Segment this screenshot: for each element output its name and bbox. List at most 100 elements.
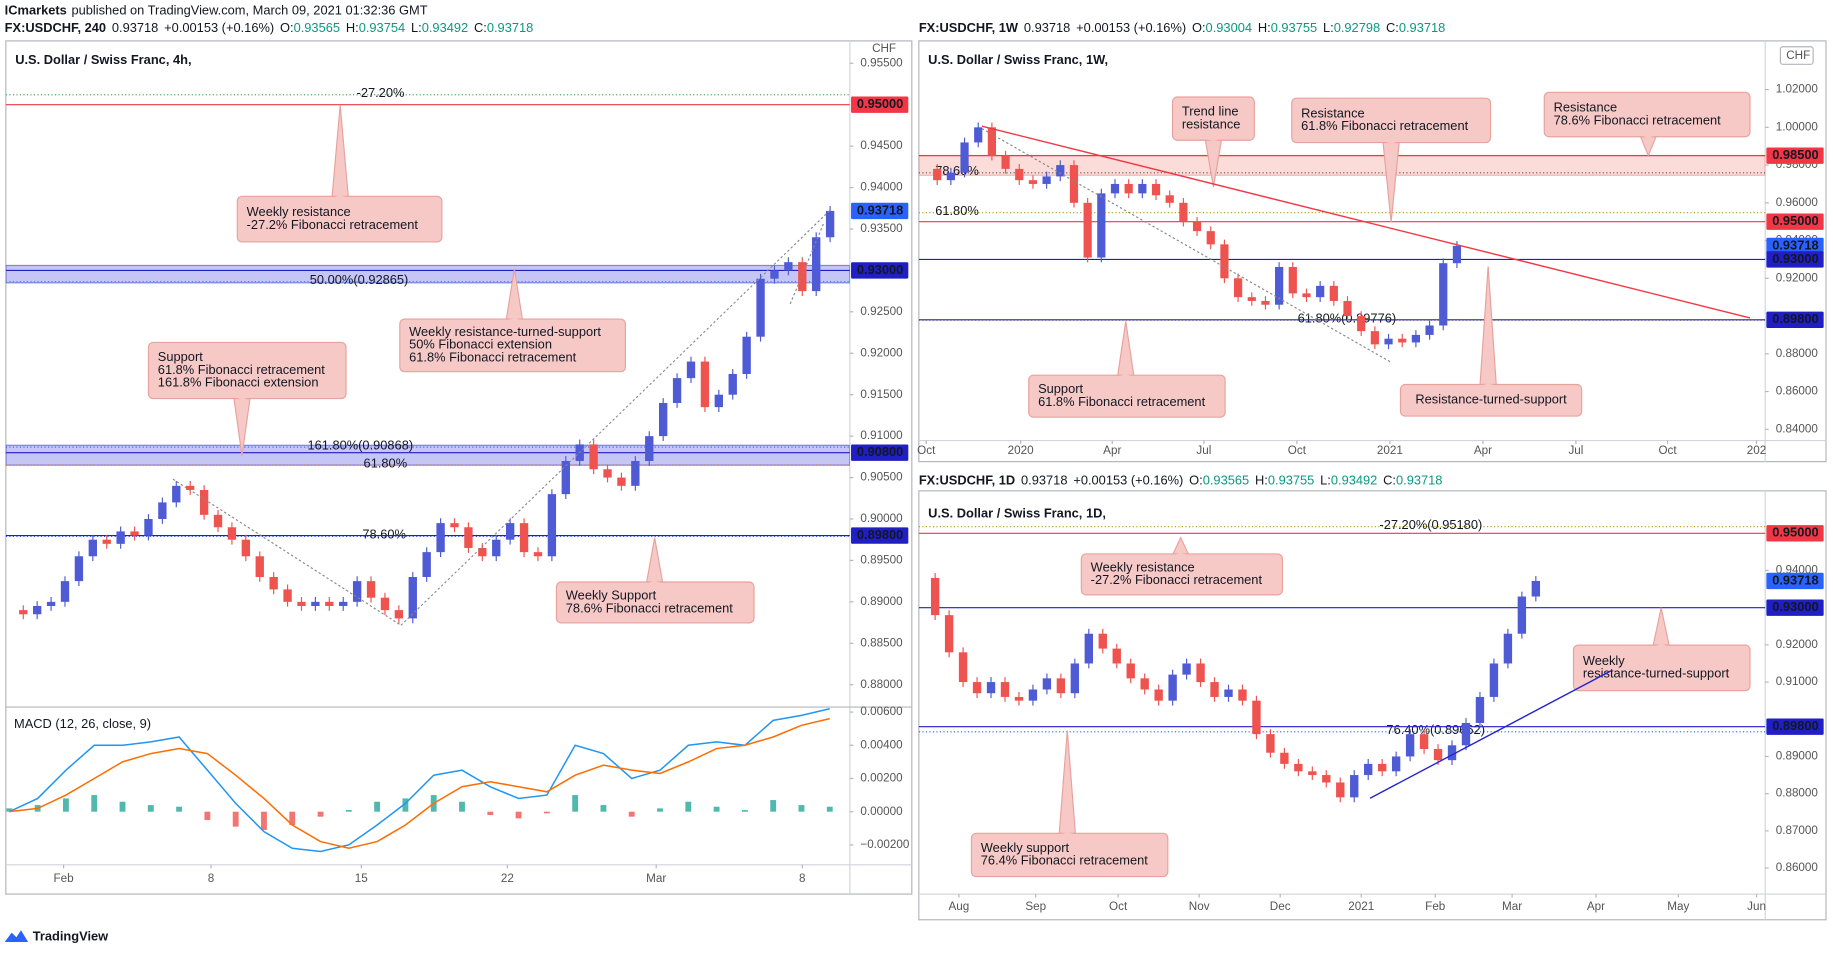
plot-area: -27.20% 50.00%(0.92865) 161.80%(0.90868) 61…: [5, 85, 850, 624]
callout-seam: [1641, 135, 1656, 138]
candle-body: [659, 402, 668, 437]
callout-seam: [1384, 141, 1399, 144]
histogram-bar: [685, 801, 692, 812]
callout-text: 61.8% Fibonacci retracement: [1038, 394, 1206, 409]
candle-body: [269, 576, 278, 590]
candle-body: [944, 615, 954, 653]
histogram-bar: [63, 798, 69, 812]
candle-body: [1000, 682, 1010, 697]
candle-body: [450, 523, 459, 528]
candle-body: [1097, 193, 1106, 258]
callout-text: 76.4% Fibonacci retracement: [981, 853, 1149, 868]
candle-body: [1056, 678, 1066, 694]
candle-body: [283, 589, 292, 602]
histogram-bar: [543, 811, 550, 814]
callout-seam: [507, 317, 522, 321]
candle-body: [1517, 596, 1527, 634]
y-tick-label: 0.84000: [1776, 422, 1819, 435]
currency-label: CHF: [1786, 49, 1810, 62]
y-tick-label: −0.00200: [860, 838, 910, 851]
price-label: 0.89800: [1772, 311, 1818, 326]
candle-body: [1110, 183, 1120, 194]
candle-body: [339, 601, 348, 606]
ohlc-key: L:: [1320, 473, 1331, 488]
x-tick-label: Oct: [917, 444, 936, 457]
callout-seam: [333, 195, 348, 198]
y-tick-label: 0.88500: [860, 636, 903, 649]
histogram-bar: [713, 806, 720, 812]
macd-line: [9, 707, 830, 853]
ohlc-key: H:: [346, 21, 359, 36]
candle-body: [1475, 696, 1485, 723]
price-label-box: [1766, 525, 1824, 542]
price-label: 0.98500: [1772, 147, 1818, 162]
ohlc-value: 0.93755: [1271, 21, 1317, 36]
last-price: 0.93718: [1021, 473, 1067, 488]
panel-frame: [918, 490, 1827, 921]
callout-text: resistance: [1182, 116, 1241, 131]
callout-text: Weekly resistance-turned-support: [409, 324, 601, 339]
publish-info: published on TradingView.com, March 09, …: [71, 3, 427, 18]
price-label-box: [851, 444, 909, 461]
fib-label: 78.60%: [935, 163, 979, 178]
callout-seam: [1060, 832, 1075, 835]
candle-body: [394, 610, 404, 619]
ohlc-key: C:: [1383, 473, 1396, 488]
histogram-bar: [374, 801, 381, 812]
candle-body: [408, 576, 417, 619]
callout-text: resistance-turned-support: [1583, 666, 1730, 681]
candle-body: [714, 394, 723, 408]
y-tick-label: 0.91500: [860, 388, 903, 401]
candle-body: [686, 361, 696, 379]
y-tick-label: 0.88000: [860, 678, 903, 691]
price-label: 0.95000: [857, 96, 903, 111]
callout-text: Weekly resistance: [247, 204, 351, 219]
candle-body: [1357, 316, 1366, 332]
candle-body: [1138, 183, 1147, 194]
ohlc-value: 0.93492: [1331, 473, 1377, 488]
price-label: 0.95000: [1772, 525, 1818, 540]
candle-body: [1206, 231, 1215, 245]
candle-body: [1140, 678, 1149, 690]
histogram-bar: [459, 801, 465, 812]
fib-label: 61.80%(0.89776): [1298, 311, 1397, 326]
price-label: 0.93000: [1772, 251, 1818, 266]
y-tick-label: 0.86000: [1776, 385, 1819, 398]
candle-body: [742, 336, 751, 374]
candle-body: [1343, 300, 1352, 317]
price-label-box: [1766, 599, 1824, 616]
candle-body: [533, 552, 543, 557]
y-tick-label: 0.00600: [860, 705, 903, 718]
x-tick-label: 2021: [1377, 444, 1403, 457]
histogram-bar: [770, 800, 777, 812]
candle-body: [1247, 297, 1256, 301]
candle-body: [1266, 734, 1275, 753]
candle-body: [1098, 633, 1107, 649]
candle-body: [1014, 696, 1024, 701]
price-label: 0.93718: [857, 202, 903, 217]
candle-body: [1364, 763, 1373, 776]
candle-body: [1433, 749, 1443, 761]
ohlc-value: 0.93492: [422, 21, 468, 36]
x-tick-label: 2021: [1348, 900, 1374, 913]
candle-body: [812, 237, 821, 292]
ohlc-key: L:: [411, 21, 422, 36]
chart-title: U.S. Dollar / Swiss Franc, 4h,: [15, 52, 191, 67]
callout-text: 78.6% Fibonacci retracement: [1554, 112, 1722, 127]
y-tick-label: 0.93500: [860, 222, 903, 235]
candle-body: [933, 168, 942, 181]
trend-line: [981, 125, 1751, 319]
last-price: 0.93718: [112, 21, 158, 36]
callout-text: 61.8% Fibonacci retracement: [1301, 118, 1469, 133]
histogram-bar: [119, 801, 126, 812]
zone: [5, 264, 850, 284]
symbol-legend: FX:USDCHF, 1W 0.93718 +0.00153 (+0.16%) O:0…: [919, 21, 1445, 36]
candle-body: [1126, 663, 1135, 679]
y-tick-label: 0.88000: [1776, 347, 1819, 360]
callout-text: Resistance: [1301, 105, 1365, 120]
candle-body: [1154, 689, 1163, 701]
plot-area: 78.60% 61.80% 61.80%(0.89776): [918, 122, 1766, 350]
price-label: 0.89800: [1772, 718, 1818, 733]
callout-box: [147, 341, 347, 400]
candle-body: [352, 581, 362, 602]
